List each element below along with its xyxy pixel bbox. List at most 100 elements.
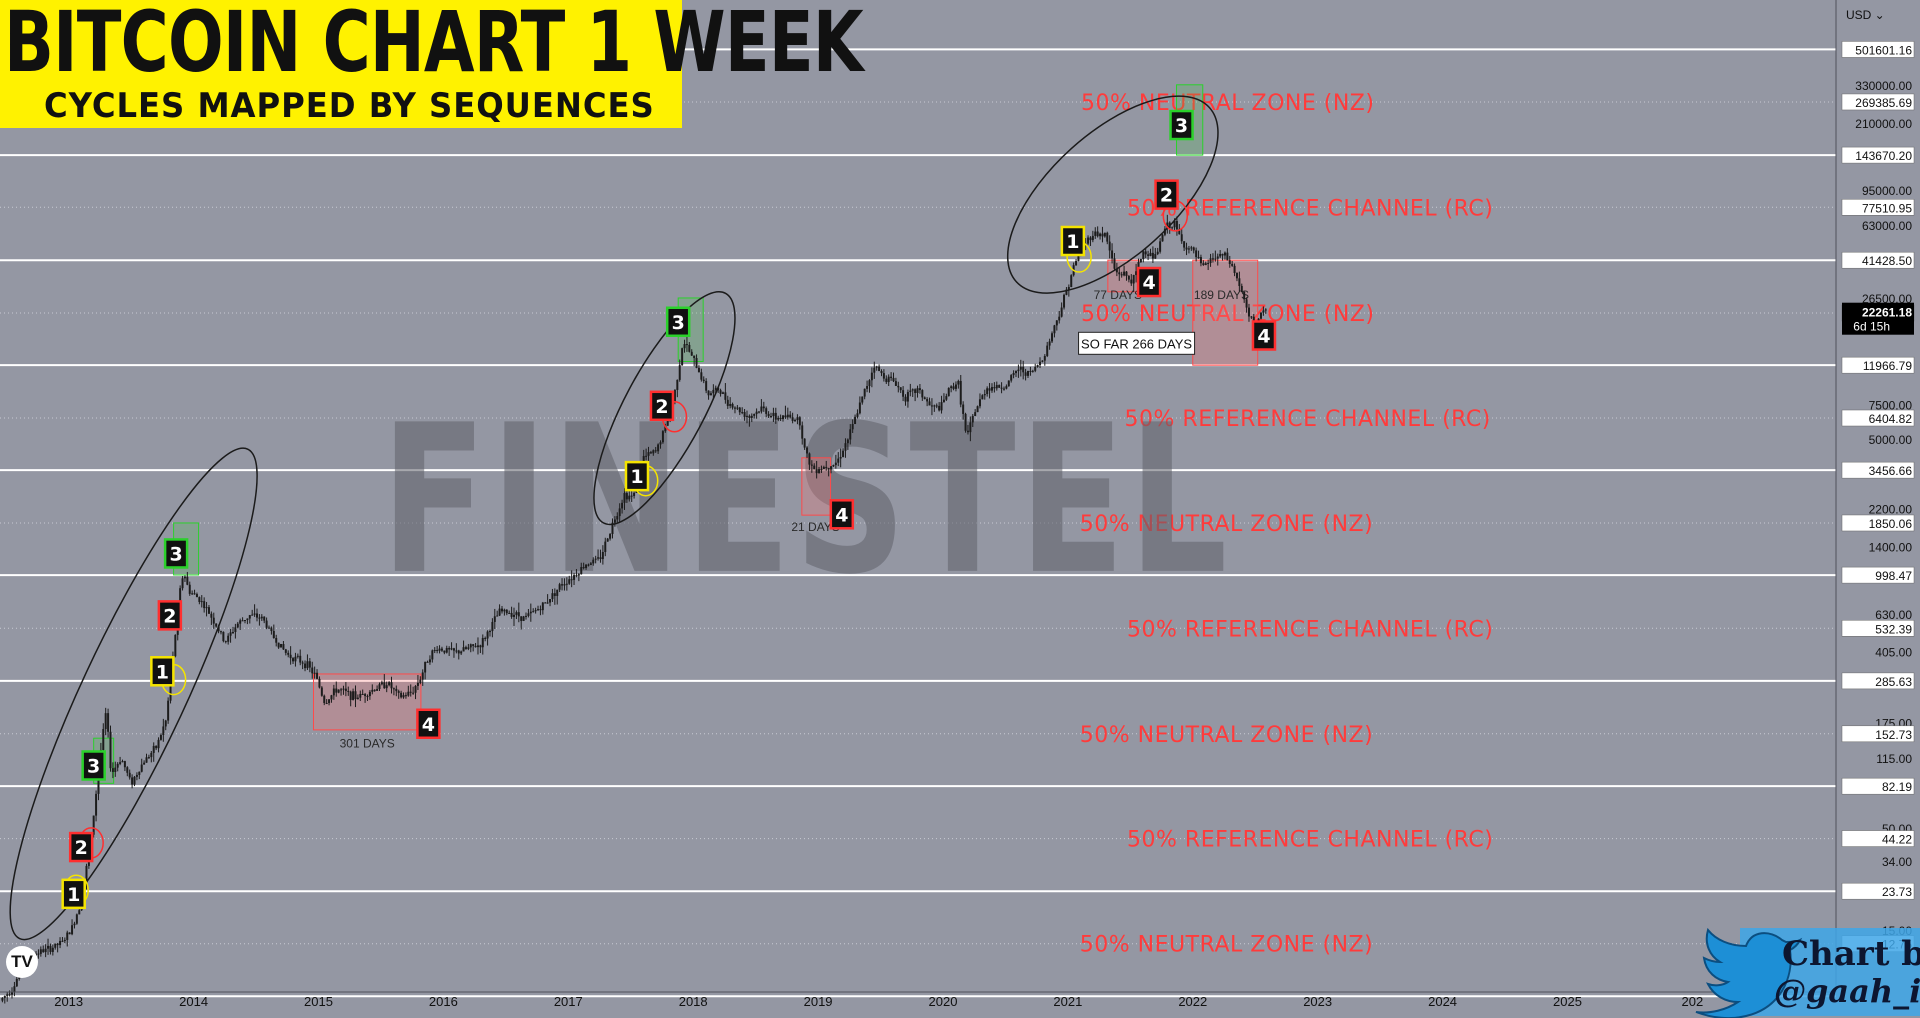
candle-body [580, 567, 583, 575]
candle-body [868, 380, 871, 387]
price-tick-label: 2200.00 [1869, 502, 1913, 516]
candle-body [203, 601, 206, 609]
candle-body [618, 508, 621, 517]
candle-body [256, 613, 259, 618]
candle-body [726, 399, 729, 406]
candle-body [243, 620, 246, 622]
candle-body [159, 734, 162, 740]
candle-body [1053, 325, 1056, 334]
cycle-label-box [624, 460, 650, 492]
price-tick-label: 7500.00 [1869, 399, 1913, 413]
candle-body [270, 627, 273, 631]
candle-body [210, 613, 213, 618]
candle-body [834, 462, 837, 466]
candle-body [97, 772, 100, 794]
candle-body [604, 541, 607, 553]
candle-body [383, 682, 386, 689]
candle-body [767, 413, 770, 417]
time-tick-label: 2021 [1053, 994, 1082, 1009]
candle-body [786, 414, 789, 418]
candle-body [102, 728, 105, 751]
candle-body [683, 344, 686, 349]
watermark-text: FINESTEL [381, 382, 1231, 620]
candle-body [114, 767, 117, 772]
candle-body [851, 424, 854, 430]
cycle-ellipse [9, 447, 258, 941]
candle-body [424, 661, 427, 673]
candle-body [1247, 307, 1250, 317]
candle-body [472, 644, 475, 646]
candle-body [930, 405, 933, 407]
candle-body [332, 688, 335, 696]
candle-body [431, 650, 434, 660]
candle-body [762, 406, 765, 409]
candle-body [8, 994, 11, 996]
time-tick-label: 2024 [1428, 994, 1457, 1009]
candle-body [44, 948, 47, 953]
zone-label: 50% REFERENCE CHANNEL (RC) [1127, 196, 1493, 221]
candle-body [779, 417, 782, 420]
candle-body [138, 771, 141, 775]
candle-body [918, 388, 921, 391]
price-tick-label: 152.73 [1875, 728, 1912, 742]
candle-body [1262, 310, 1265, 313]
candle-body [347, 690, 350, 692]
candle-body [659, 442, 662, 445]
candle-body [1123, 271, 1126, 276]
candle-body [1214, 258, 1217, 260]
candle-body [306, 661, 309, 669]
candle-body [971, 415, 974, 423]
candle-body [772, 412, 775, 417]
candle-body [6, 994, 9, 996]
cycle-label-box [163, 538, 189, 569]
candle-body [198, 597, 201, 602]
candle-body [887, 376, 890, 383]
candle-body [1197, 257, 1200, 259]
candle-body [248, 615, 251, 619]
candle-body [42, 949, 45, 953]
candle-body [721, 392, 724, 394]
cycle-label-number: 1 [67, 884, 80, 906]
candle-body [412, 692, 415, 694]
candle-body [395, 688, 398, 692]
candle-body [349, 691, 352, 700]
candle-body [813, 465, 816, 470]
candle-body [633, 492, 636, 497]
candle-body [589, 563, 592, 565]
candle-body [974, 412, 977, 416]
price-tick-box [1841, 830, 1915, 847]
candle-body [998, 385, 1001, 388]
candle-body [1002, 388, 1005, 390]
candle-body [1094, 231, 1097, 236]
candle-body [525, 615, 528, 617]
candle-body [1223, 252, 1226, 256]
candle-body [1240, 286, 1243, 293]
candle-body [359, 693, 362, 698]
candle-body [1120, 274, 1123, 276]
credit-handle[interactable]: @gaah_im [1774, 972, 1920, 1010]
candle-body [599, 557, 602, 560]
candle-body [438, 648, 441, 651]
candle-body [916, 388, 919, 394]
cycle-label-number: 1 [1066, 231, 1079, 253]
candle-body [760, 406, 763, 412]
candle-body [109, 731, 112, 769]
candle-body [1103, 232, 1106, 237]
candle-body [1185, 247, 1188, 250]
candle-body [282, 644, 285, 650]
candle-body [950, 386, 953, 389]
tradingview-logo[interactable]: TV [6, 946, 38, 978]
candle-body [1046, 345, 1049, 357]
candle-body [810, 464, 813, 466]
candle-body [356, 697, 359, 700]
candle-body [1031, 370, 1034, 372]
candle-body [685, 344, 688, 346]
candle-body [157, 739, 160, 749]
price-tick-label: 210000.00 [1855, 117, 1912, 131]
candle-body [1207, 262, 1210, 264]
candle-body [945, 396, 948, 400]
price-tick-label: 330000.00 [1855, 79, 1912, 93]
candle-body [981, 395, 984, 400]
candle-body [155, 745, 158, 749]
